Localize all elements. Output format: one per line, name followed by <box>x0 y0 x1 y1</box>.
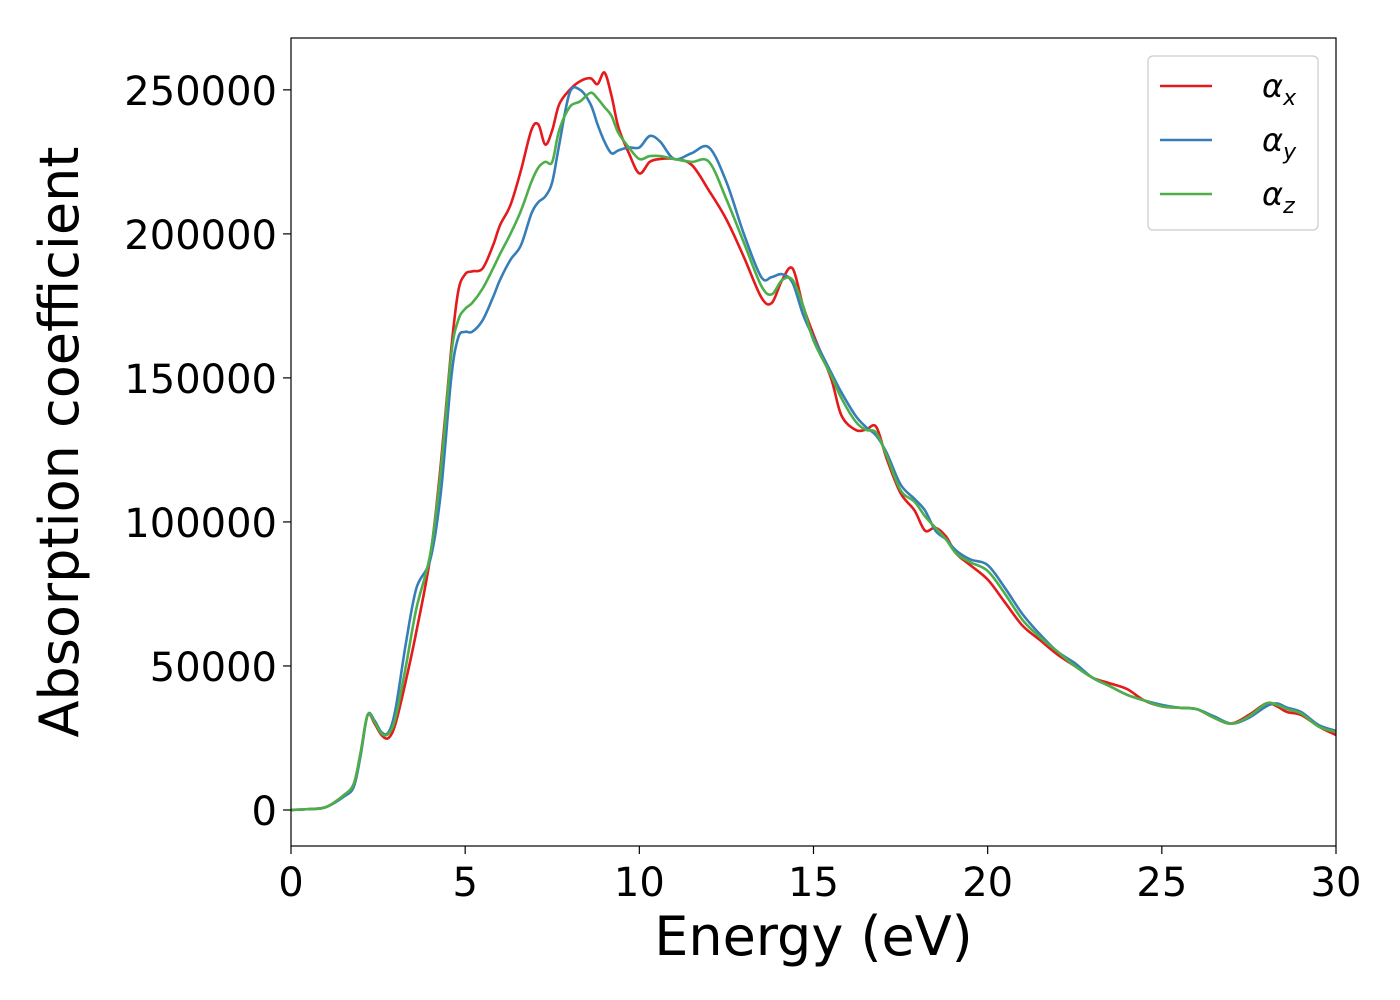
y-tick-label: 50000 <box>150 645 277 691</box>
x-tick-label: 25 <box>1136 860 1187 906</box>
y-tick-label: 150000 <box>124 357 277 403</box>
y-tick-label: 200000 <box>124 213 277 259</box>
x-tick-label: 0 <box>278 860 303 906</box>
series-line-z <box>290 91 1337 812</box>
legend-label-y: αy <box>1262 121 1297 165</box>
x-tick-label: 5 <box>452 860 477 906</box>
legend-box <box>1147 55 1319 231</box>
series-layer <box>290 71 1337 812</box>
y-axis: 0 50000 100000 150000 200000 250000 <box>124 69 291 835</box>
y-axis-title: Absorption coefficient <box>28 147 91 738</box>
x-tick-label: 30 <box>1311 860 1362 906</box>
y-tick-label: 0 <box>252 789 277 835</box>
y-tick-label: 100000 <box>124 501 277 547</box>
x-axis: 0 5 10 15 20 25 30 <box>278 846 1361 906</box>
x-axis-title: Energy (eV) <box>654 905 973 968</box>
x-tick-label: 20 <box>962 860 1013 906</box>
x-tick-label: 15 <box>788 860 839 906</box>
legend-label-x: αx <box>1262 67 1297 111</box>
legend-label-z: αz <box>1262 175 1295 219</box>
x-tick-label: 10 <box>614 860 665 906</box>
legend: αx αy αz <box>1147 55 1319 231</box>
y-tick-label: 250000 <box>124 69 277 115</box>
